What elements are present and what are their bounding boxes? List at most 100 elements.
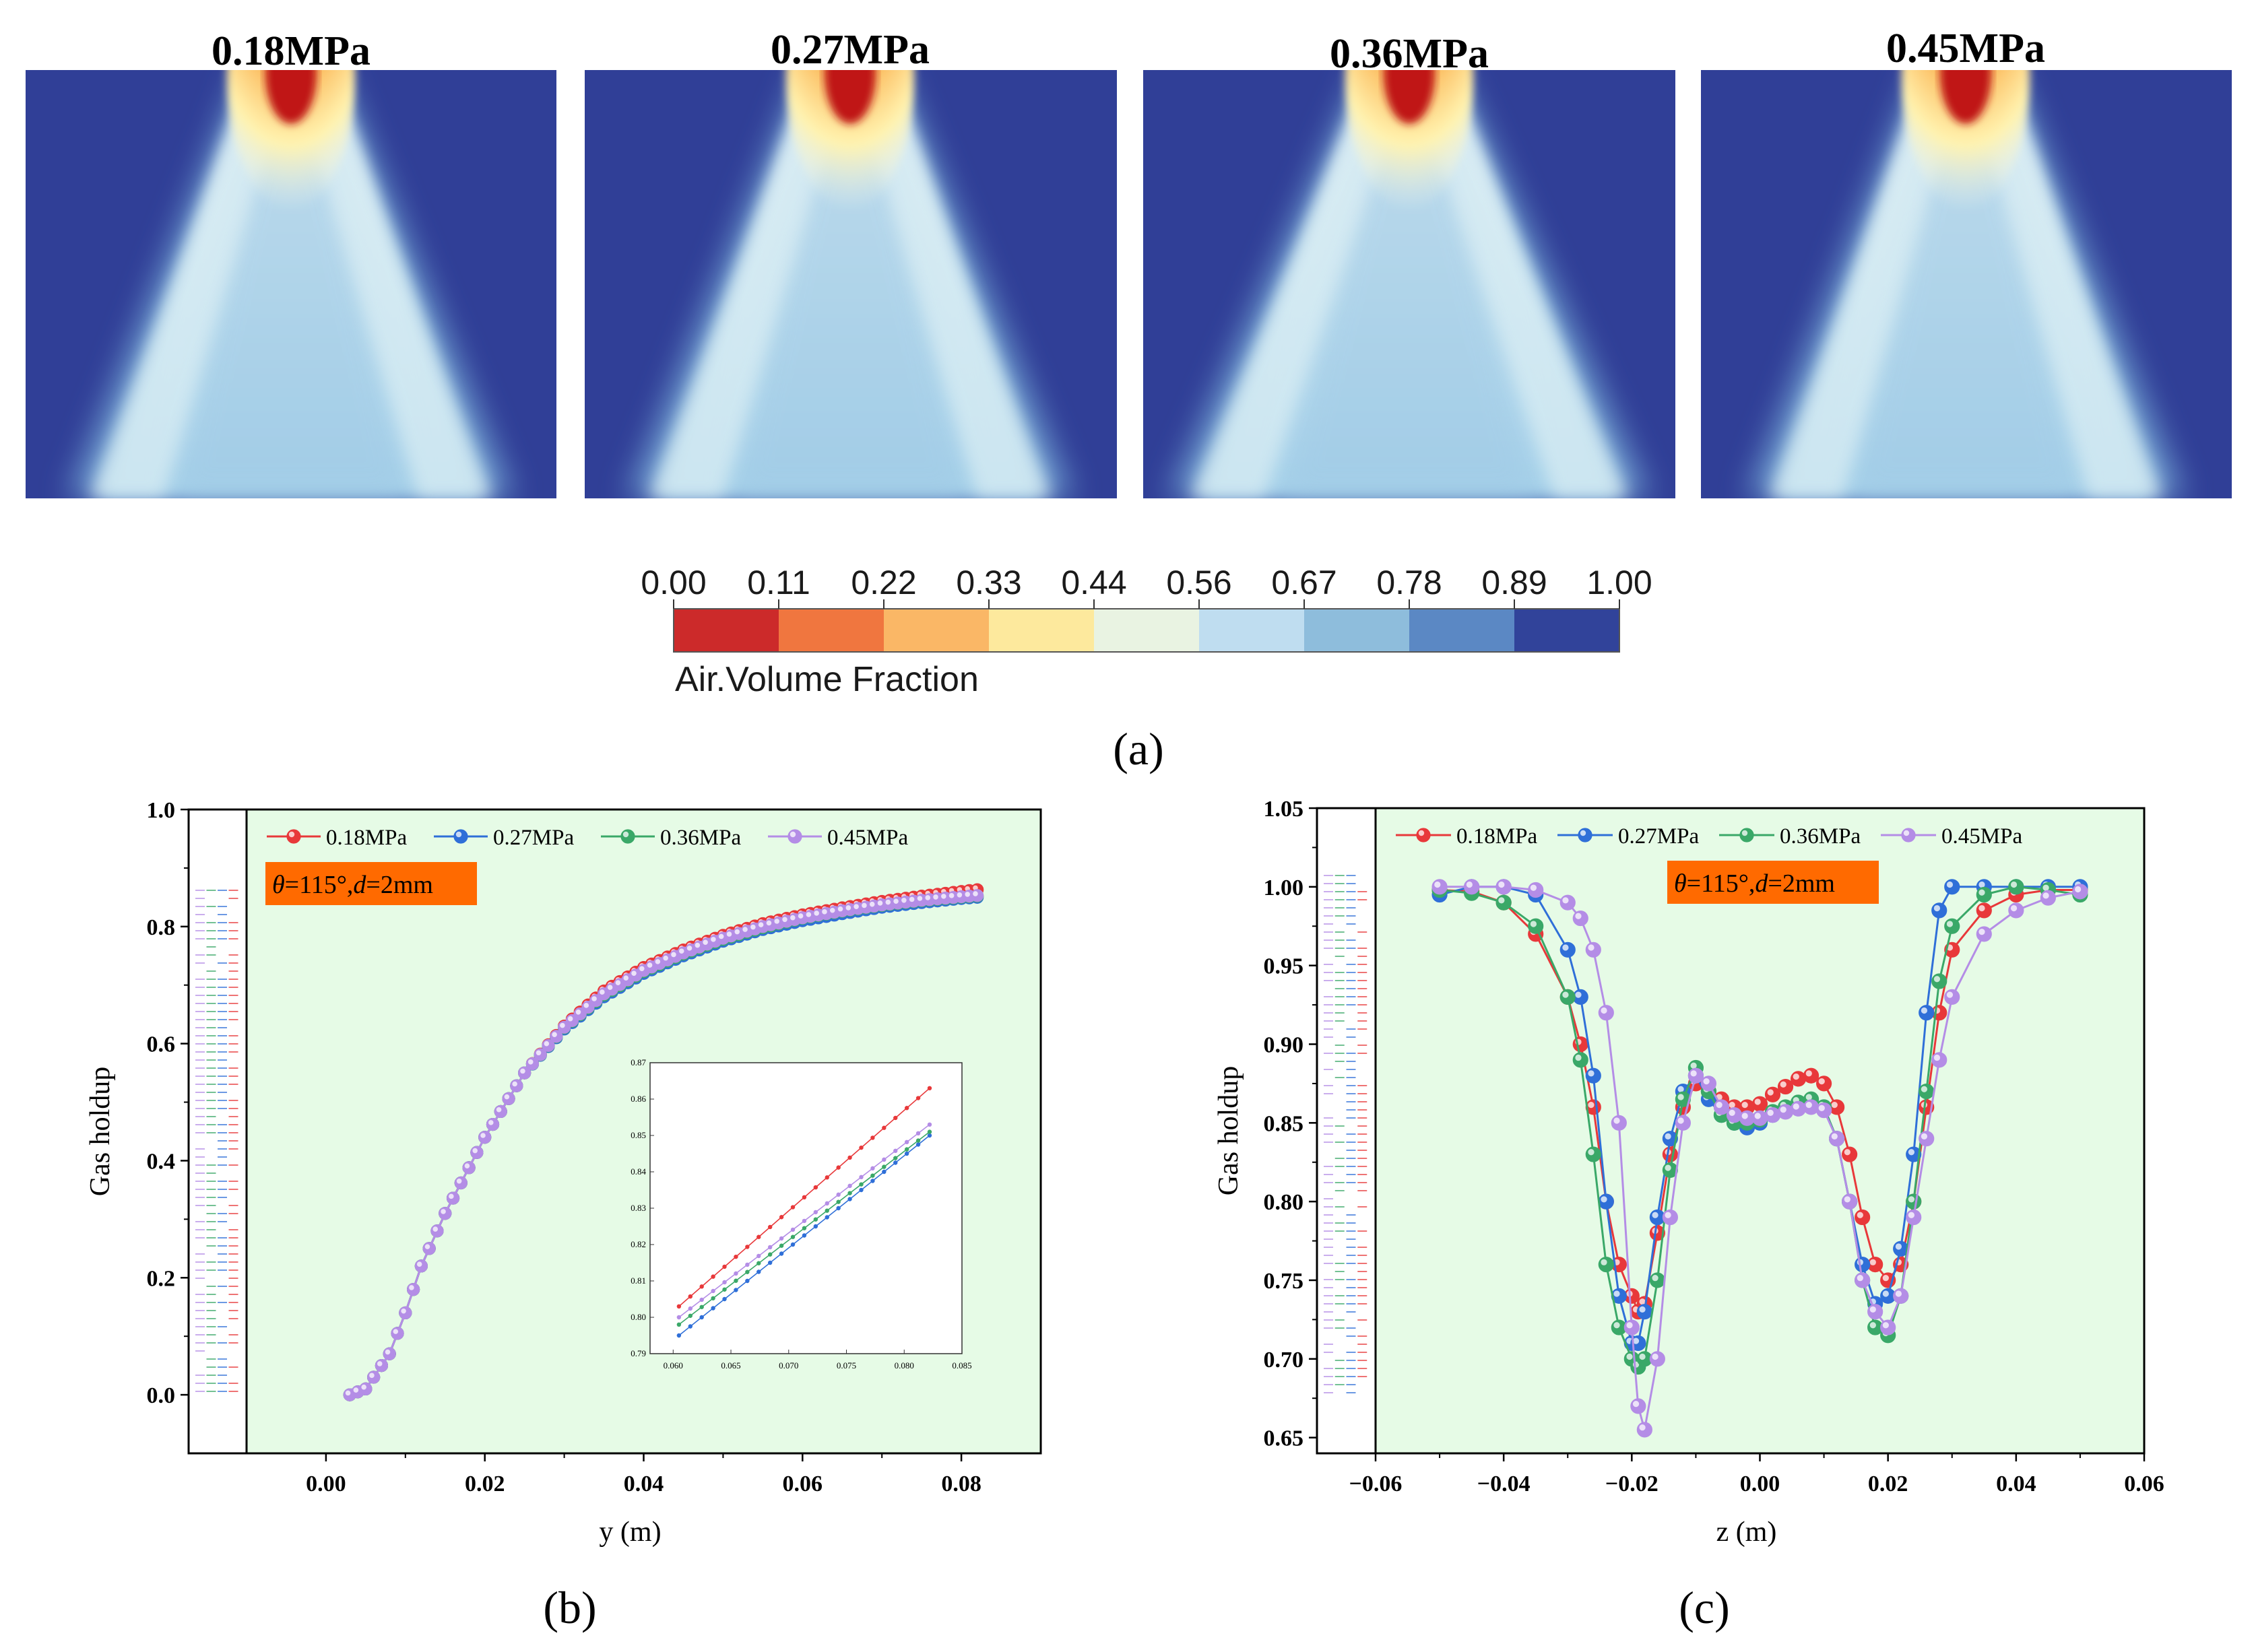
- inset-data-point: [847, 1197, 851, 1201]
- colorbar-tick-label: 0.00: [641, 564, 706, 601]
- inset-data-point: [791, 1228, 795, 1232]
- x-tick-label: −0.02: [1605, 1472, 1659, 1496]
- data-point: [479, 1131, 491, 1144]
- colorbar-tick-label: 0.78: [1376, 564, 1442, 601]
- inset-data-point: [734, 1288, 738, 1292]
- inset-data-point: [699, 1315, 703, 1319]
- colorbar-tick-label: 0.11: [747, 564, 810, 601]
- y-tick-label: 1.05: [1264, 797, 1304, 822]
- inset-data-point: [745, 1245, 749, 1249]
- data-point-highlight: [1934, 976, 1940, 982]
- data-point: [1578, 828, 1592, 842]
- data-point-highlight: [1588, 1149, 1594, 1155]
- inset-data-point: [756, 1254, 761, 1258]
- data-point: [1902, 828, 1915, 842]
- data-point: [1611, 1115, 1626, 1130]
- data-point-highlight: [1780, 1082, 1786, 1088]
- y-tick-label: 0.70: [1264, 1348, 1304, 1373]
- y-tick-label: 0.95: [1264, 954, 1304, 979]
- data-point-highlight: [456, 832, 461, 837]
- data-point-fill: [287, 830, 300, 843]
- data-point-fill: [1560, 895, 1575, 910]
- data-point: [1727, 1108, 1741, 1123]
- data-point-highlight: [1806, 1102, 1812, 1108]
- data-point-highlight: [742, 927, 748, 932]
- data-point: [1842, 1147, 1857, 1162]
- data-point-fill: [1727, 1108, 1741, 1123]
- data-point-fill: [1976, 888, 1991, 902]
- inset-data-point: [814, 1185, 818, 1189]
- inset-data-point: [825, 1175, 829, 1179]
- data-point-fill: [1701, 1076, 1716, 1091]
- x-tick-label: −0.04: [1477, 1472, 1531, 1496]
- data-point-highlight: [1419, 830, 1424, 836]
- y-tick-label: 0.85: [1264, 1111, 1304, 1136]
- data-point-fill: [1573, 1053, 1588, 1067]
- data-point-highlight: [409, 1285, 414, 1290]
- data-point-fill: [454, 830, 468, 843]
- data-point-highlight: [1588, 1102, 1594, 1108]
- data-point-highlight: [870, 902, 875, 907]
- data-point-fill: [1778, 1104, 1793, 1119]
- data-point-fill: [1611, 1115, 1626, 1130]
- data-point: [1560, 942, 1575, 957]
- colorbar-segment: [989, 609, 1094, 652]
- data-point-fill: [1894, 1288, 1908, 1303]
- data-point-highlight: [1819, 1105, 1825, 1111]
- inset-data-point: [882, 1126, 886, 1130]
- inset-data-point: [734, 1279, 738, 1283]
- inset-data-point: [916, 1142, 920, 1146]
- data-point-highlight: [1639, 1424, 1645, 1430]
- annotation-box: θ=115°,d=2mm: [1667, 861, 1879, 904]
- data-point-highlight: [1531, 885, 1537, 891]
- inset-data-point: [677, 1315, 681, 1319]
- data-point-fill: [1599, 1194, 1613, 1209]
- data-point-highlight: [719, 934, 724, 939]
- inset-data-point: [768, 1261, 772, 1265]
- inset-data-point: [768, 1245, 772, 1249]
- data-point-highlight: [727, 931, 732, 937]
- inset-data-point: [688, 1324, 693, 1328]
- inset-data-point: [745, 1263, 749, 1267]
- colorbar-tick-label: 1.00: [1586, 564, 1652, 601]
- data-point-highlight: [1677, 1117, 1683, 1123]
- data-point-highlight: [1677, 1086, 1683, 1092]
- data-point: [511, 1080, 523, 1092]
- data-point-highlight: [1690, 1070, 1696, 1076]
- data-point-fill: [1932, 903, 1947, 918]
- data-point: [1599, 1257, 1613, 1272]
- data-point-fill: [1830, 1131, 1844, 1146]
- data-point-fill: [1740, 828, 1753, 842]
- data-point-highlight: [583, 1003, 589, 1008]
- data-point-highlight: [878, 900, 883, 906]
- data-point: [1855, 1210, 1870, 1225]
- data-point: [1906, 1210, 1921, 1225]
- colorbar-tick-label: 0.89: [1481, 564, 1547, 601]
- data-point-highlight: [1832, 1102, 1838, 1108]
- data-point-fill: [1945, 880, 1960, 894]
- data-point-highlight: [544, 1041, 550, 1047]
- data-point-fill: [1464, 880, 1479, 894]
- inset-x-tick-label: 0.065: [721, 1360, 740, 1370]
- data-point-fill: [1842, 1147, 1857, 1162]
- data-point-highlight: [608, 985, 613, 990]
- data-point: [408, 1284, 420, 1296]
- data-point: [1624, 1320, 1639, 1335]
- data-point-highlight: [750, 925, 756, 930]
- data-point-highlight: [1626, 1322, 1632, 1328]
- data-point-highlight: [505, 1094, 510, 1100]
- data-point-highlight: [830, 908, 835, 913]
- data-point: [471, 1146, 483, 1158]
- data-point-highlight: [536, 1050, 542, 1055]
- y-tick-label: 0.2: [147, 1266, 176, 1291]
- data-point-fill: [1804, 1100, 1819, 1115]
- data-point-highlight: [496, 1107, 502, 1113]
- data-point: [486, 1119, 498, 1131]
- data-point-fill: [1560, 942, 1575, 957]
- data-point-fill: [408, 1284, 420, 1296]
- data-point-highlight: [289, 832, 294, 837]
- data-point-highlight: [425, 1244, 430, 1249]
- data-point-highlight: [591, 996, 597, 1001]
- inset-data-point: [802, 1219, 806, 1223]
- colorbar: 0.00 0.11 0.22 0.33 0.44 0.56 0.67 0.78 0.89 1.00…: [641, 564, 1652, 699]
